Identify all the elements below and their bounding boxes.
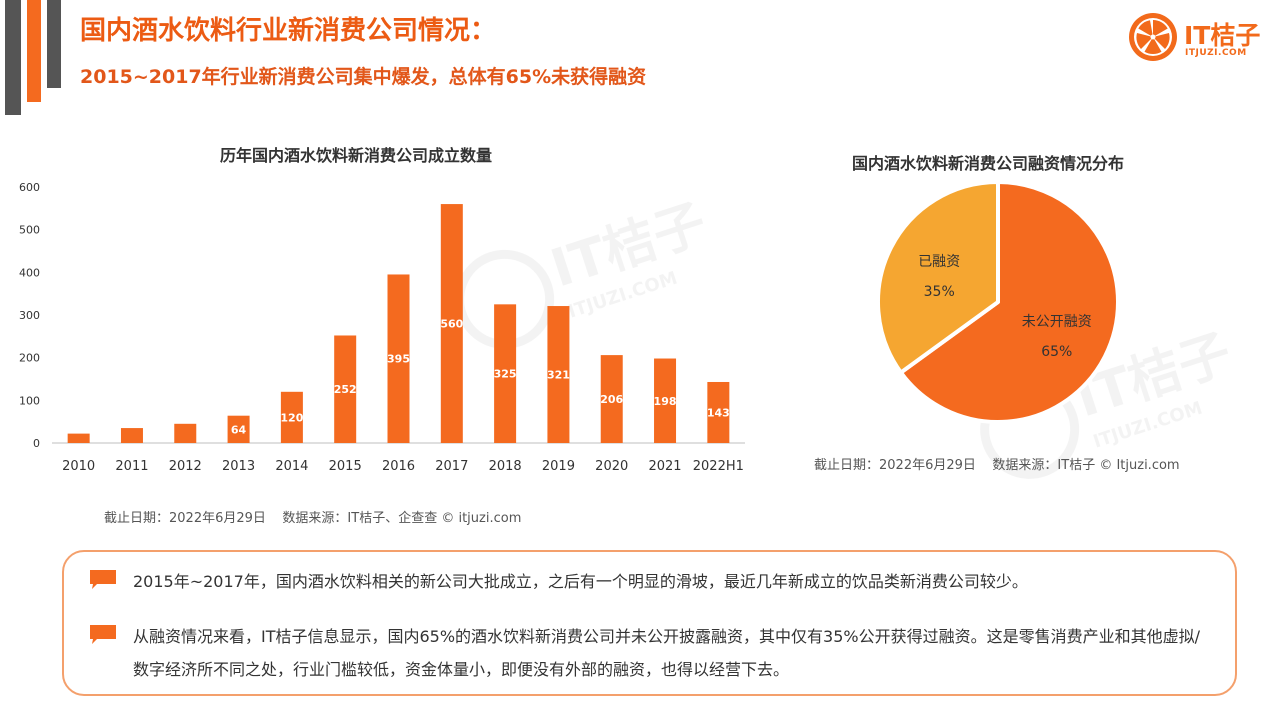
y-tick-label: 600 xyxy=(19,181,40,194)
bar xyxy=(600,355,623,443)
pie-slice xyxy=(876,182,1000,375)
speech-bubble-icon xyxy=(90,625,116,644)
x-tick-label: 2021 xyxy=(648,459,681,474)
pie-chart-source-note: 截止日期：2022年6月29日 数据来源：IT桔子 © Itjuzi.com xyxy=(814,458,1180,473)
bar xyxy=(120,428,143,443)
page-title: 国内酒水饮料行业新消费公司情况： xyxy=(80,16,497,46)
pie-slice xyxy=(898,182,1120,424)
x-tick-label: 2013 xyxy=(222,459,255,474)
header-bar-right xyxy=(47,0,61,88)
bar xyxy=(440,204,463,443)
summary-bullet-text: 从融资情况来看，IT桔子信息显示，国内65%的酒水饮料新消费公司并未公开披露融资… xyxy=(133,627,1201,679)
x-tick-label: 2018 xyxy=(489,459,522,474)
x-tick-label: 2011 xyxy=(115,459,148,474)
pie-slice-value: 35% xyxy=(924,284,955,300)
bar-data-label: 120 xyxy=(280,411,303,424)
bar xyxy=(334,335,357,443)
orange-slice-icon xyxy=(1129,13,1177,61)
bar xyxy=(707,381,730,443)
bar-data-label: 64 xyxy=(231,423,247,436)
pie-chart: 未公开融资 65% 已融资 35% xyxy=(876,182,1120,424)
y-tick-label: 0 xyxy=(33,437,40,450)
x-tick-label: 2012 xyxy=(169,459,202,474)
x-tick-label: 2019 xyxy=(542,459,575,474)
bar-data-label: 395 xyxy=(387,353,410,366)
logo-brand-text: IT桔子 xyxy=(1184,21,1261,50)
y-tick-label: 100 xyxy=(19,394,40,407)
summary-box: 2015年~2017年，国内酒水饮料相关的新公司大批成立，之后有一个明显的滑坡，… xyxy=(62,550,1237,696)
bar xyxy=(67,433,90,443)
brand-logo: IT桔子 ITJUZI.COM xyxy=(1128,12,1268,64)
x-tick-label: 2010 xyxy=(62,459,95,474)
x-tick-label: 2020 xyxy=(595,459,628,474)
bar-chart-source-note: 截止日期：2022年6月29日 数据来源：IT桔子、企查查 © itjuzi.c… xyxy=(104,511,522,526)
y-tick-label: 500 xyxy=(19,224,40,237)
pie-slice-value: 65% xyxy=(1041,344,1072,360)
y-tick-label: 300 xyxy=(19,309,40,322)
bar xyxy=(174,423,197,443)
y-tick-label: 200 xyxy=(19,352,40,365)
bar xyxy=(280,391,303,443)
y-tick-label: 400 xyxy=(19,266,40,279)
summary-bullet-text: 2015年~2017年，国内酒水饮料相关的新公司大批成立，之后有一个明显的滑坡，… xyxy=(133,572,1028,591)
bar-chart: 0 100 200 300 400 500 600 2010 2011 2012 2013 64 201… xyxy=(19,181,745,474)
bar xyxy=(494,304,517,443)
bar-data-label: 252 xyxy=(334,383,357,396)
bar xyxy=(227,415,250,443)
x-tick-label: 2016 xyxy=(382,459,415,474)
speech-bubble-icon xyxy=(90,570,116,589)
bar xyxy=(547,306,570,443)
pie-slice-label: 未公开融资 xyxy=(1022,314,1092,330)
bar-chart-title: 历年国内酒水饮料新消费公司成立数量 xyxy=(220,146,493,165)
pie-chart-title: 国内酒水饮料新消费公司融资情况分布 xyxy=(852,154,1125,173)
logo-site-text: ITJUZI.COM xyxy=(1185,48,1247,58)
bar-data-label: 321 xyxy=(547,369,570,382)
x-tick-label: 2022H1 xyxy=(693,459,744,474)
page-subtitle: 2015~2017年行业新消费公司集中爆发，总体有65%未获得融资 xyxy=(80,66,647,88)
bar-data-label: 560 xyxy=(440,318,463,331)
x-tick-label: 2014 xyxy=(275,459,308,474)
header-bar-left xyxy=(5,0,21,115)
bar-data-label: 143 xyxy=(707,406,730,419)
bar xyxy=(387,274,410,443)
summary-bullet: 从融资情况来看，IT桔子信息显示，国内65%的酒水饮料新消费公司并未公开披露融资… xyxy=(89,620,1215,688)
x-tick-label: 2017 xyxy=(435,459,468,474)
bar-data-label: 206 xyxy=(600,393,623,406)
bar-data-label: 198 xyxy=(654,395,677,408)
bar xyxy=(654,358,677,443)
header-bar-mid xyxy=(27,0,41,102)
x-tick-label: 2015 xyxy=(329,459,362,474)
bar-data-label: 325 xyxy=(494,368,517,381)
summary-bullet: 2015年~2017年，国内酒水饮料相关的新公司大批成立，之后有一个明显的滑坡，… xyxy=(89,565,1215,598)
pie-slice-label: 已融资 xyxy=(918,254,960,270)
